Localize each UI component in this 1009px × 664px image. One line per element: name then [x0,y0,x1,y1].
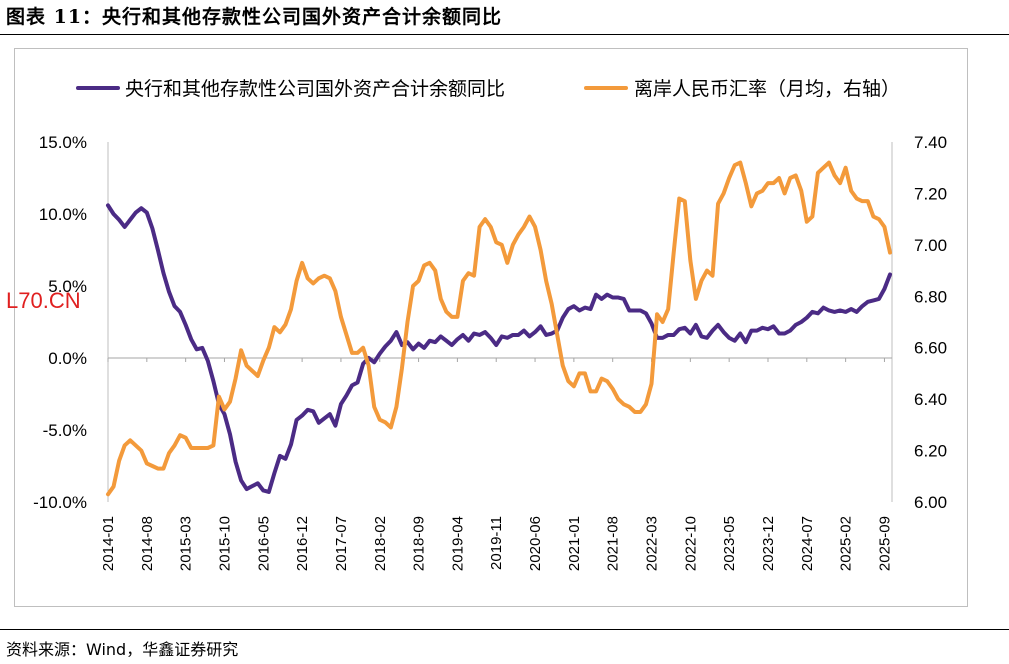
right-axis-tick-label: 6.80 [914,287,947,306]
x-axis-tick-label: 2018-09 [411,516,428,571]
right-axis-tick-label: 6.00 [914,493,947,512]
footer-rule [0,629,1009,630]
left-axis-tick-label: 5.0% [48,277,87,296]
right-axis-tick-label: 6.40 [914,390,947,409]
legend-item-cnh-rate-label: 离岸人民币汇率（月均，右轴） [634,78,900,100]
watermark-text: L70.CN [6,288,81,313]
x-axis-tick-label: 2024-07 [799,516,816,571]
x-axis-tick-label: 2022-03 [644,516,661,571]
x-axis-tick-label: 2016-12 [294,516,311,571]
x-axis-tick-label: 2019-04 [449,516,466,571]
right-axis-tick-label: 7.40 [914,133,947,152]
x-axis-tick-label: 2015-10 [216,516,233,571]
x-axis-tick-label: 2014-08 [139,516,156,571]
x-axis-tick-label: 2021-08 [605,516,622,571]
x-axis-tick-label: 2017-07 [333,516,350,571]
series-line-fx-assets-yoy [106,203,892,494]
chart-series [106,160,892,497]
left-axis-tick-label: -10.0% [33,493,87,512]
x-axis-tick-label: 2019-11 [488,516,505,570]
series-line-cnh-rate [106,160,892,497]
x-axis-tick-label: 2016-05 [255,516,272,571]
x-axis-tick-label: 2014-01 [100,516,117,571]
x-axis-tick-label: 2023-12 [760,516,777,571]
x-axis-tick-label: 2020-06 [527,516,544,571]
x-axis-tick-label: 2025-02 [838,516,855,571]
right-axis-tick-label: 6.20 [914,442,947,461]
left-axis-tick-label: 15.0% [39,133,87,152]
legend-item-fx-assets-label: 央行和其他存款性公司国外资产合计余额同比 [125,78,505,100]
chart-frame [14,48,968,607]
left-axis-tick-label: 10.0% [39,205,87,224]
x-axis-tick-label: 2021-01 [566,516,583,571]
right-axis-tick-label: 7.00 [914,236,947,255]
x-axis-tick-label: 2025-09 [876,516,893,571]
x-axis-tick-label: 2018-02 [372,516,389,571]
x-axis-tick-label: 2015-03 [178,516,195,571]
right-axis-tick-label: 6.60 [914,339,947,358]
x-axis-tick-label: 2022-10 [682,516,699,571]
right-axis-tick-label: 7.20 [914,184,947,203]
figure-title: 图表 11：央行和其他存款性公司国外资产合计余额同比 [6,6,503,28]
left-axis-tick-label: -5.0% [43,421,87,440]
chart-axes: -10.0% -5.0% 0.0% 5.0% 10.0% 15.0% 6.00 6.20 6.4… [33,133,947,571]
source-note: 资料来源：Wind，华鑫证券研究 [6,640,239,659]
chart-legend: 央行和其他存款性公司国外资产合计余额同比 离岸人民币汇率（月均，右轴） [76,78,900,100]
x-axis-tick-label: 2023-05 [721,516,738,571]
left-axis-tick-label: 0.0% [48,349,87,368]
title-rule [0,34,1009,35]
